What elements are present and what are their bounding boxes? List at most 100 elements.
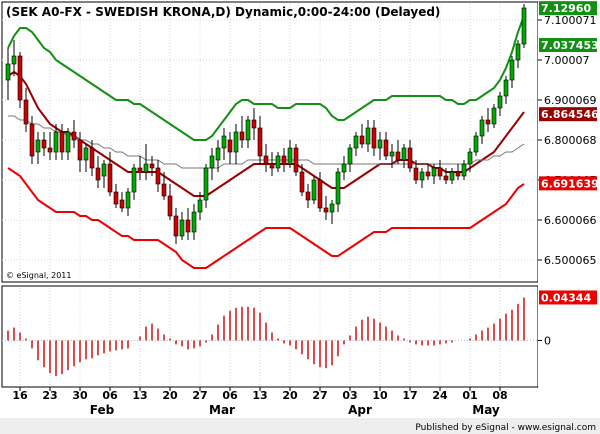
publisher-credit: Published by eSignal - www.esignal.com [415,423,596,433]
x-tick-label: 30 [72,389,88,402]
x-tick-label: 01 [462,389,477,402]
candle [17,52,23,108]
month-label: Apr [348,403,372,417]
price-marker-box [539,176,597,191]
candle-body [131,167,137,193]
candle [419,168,425,188]
candle [29,116,35,164]
candle-body [449,171,455,181]
candle-body [431,167,437,177]
y-tick-label: 6.600066 [544,214,597,227]
candle-body [191,211,197,233]
candle-body [407,147,413,169]
candle [263,144,269,172]
month-label: May [472,403,500,417]
candle-body [359,135,365,145]
candle [299,164,305,196]
candle-body [83,147,89,161]
candle-body [371,127,377,149]
price-marker-label: 7.037453 [541,39,599,52]
candle-body [209,155,215,169]
candle-body [35,139,41,153]
candle [491,104,497,128]
candle [479,116,485,144]
candle-body [41,139,47,149]
candle-body [5,63,11,81]
candle [119,192,125,212]
candle [203,164,209,208]
candle [455,164,461,180]
candle [215,140,221,172]
candle [173,208,179,244]
candle-body [11,55,17,65]
candle-body [413,167,419,181]
x-tick-label: 23 [42,389,57,402]
candle [365,120,371,152]
candle [107,152,113,196]
candle [377,132,383,160]
candle [77,132,83,172]
candle-body [497,95,503,109]
candles-layer [5,4,527,244]
candle [125,188,131,216]
oscillator-marker-label: 0.04344 [541,291,591,304]
candle-body [401,147,407,161]
price-panel-frame [1,1,539,283]
candle [503,76,509,104]
candle-body [239,131,245,141]
candle [461,160,467,180]
candle [401,144,407,168]
candle-body [287,147,293,165]
candle [137,156,143,180]
oscillator-axis: 0 0.04344 [538,290,597,347]
candle-body [17,55,23,101]
x-tick-label: 27 [312,389,327,402]
candle-body [167,195,173,217]
candle-body [425,171,431,177]
candle-body [443,175,449,181]
candle-body [521,7,527,45]
candle-body [65,131,71,153]
candle [197,192,203,220]
candle-body [455,171,461,177]
esignal-watermark: © eSignal, 2011 [6,271,71,280]
candle [191,204,197,240]
candle-body [395,151,401,161]
candle-body [329,203,335,213]
candle-body [23,99,29,125]
candle [407,140,413,172]
candle-body [149,163,155,169]
candle [353,132,359,156]
candle-body [335,171,341,205]
x-tick-label: 20 [282,389,298,402]
candle [143,144,149,180]
candle-body [299,171,305,193]
candle-body [125,191,131,209]
candle [185,208,191,240]
candle [413,160,419,184]
price-marker-label: 6.864546 [541,108,599,121]
candle-body [383,139,389,157]
candle [431,164,437,184]
candle [71,120,77,148]
candle [155,160,161,192]
candle-body [185,219,191,233]
price-marker-box [539,107,597,122]
candle-body [197,199,203,213]
candle [47,132,53,160]
candle [509,56,515,88]
candle-body [215,147,221,161]
y-tick-label: 6.800068 [544,134,597,147]
candle-body [461,163,467,177]
candle-body [485,119,491,125]
candle-body [341,163,347,173]
candle [281,148,287,172]
candle-body [317,179,323,209]
candle [257,116,263,164]
candle [497,92,503,116]
candle [221,128,227,160]
price-marker-label: 7.12960 [541,2,591,15]
candle [65,128,71,160]
candle [359,124,365,148]
candle-body [281,155,287,165]
